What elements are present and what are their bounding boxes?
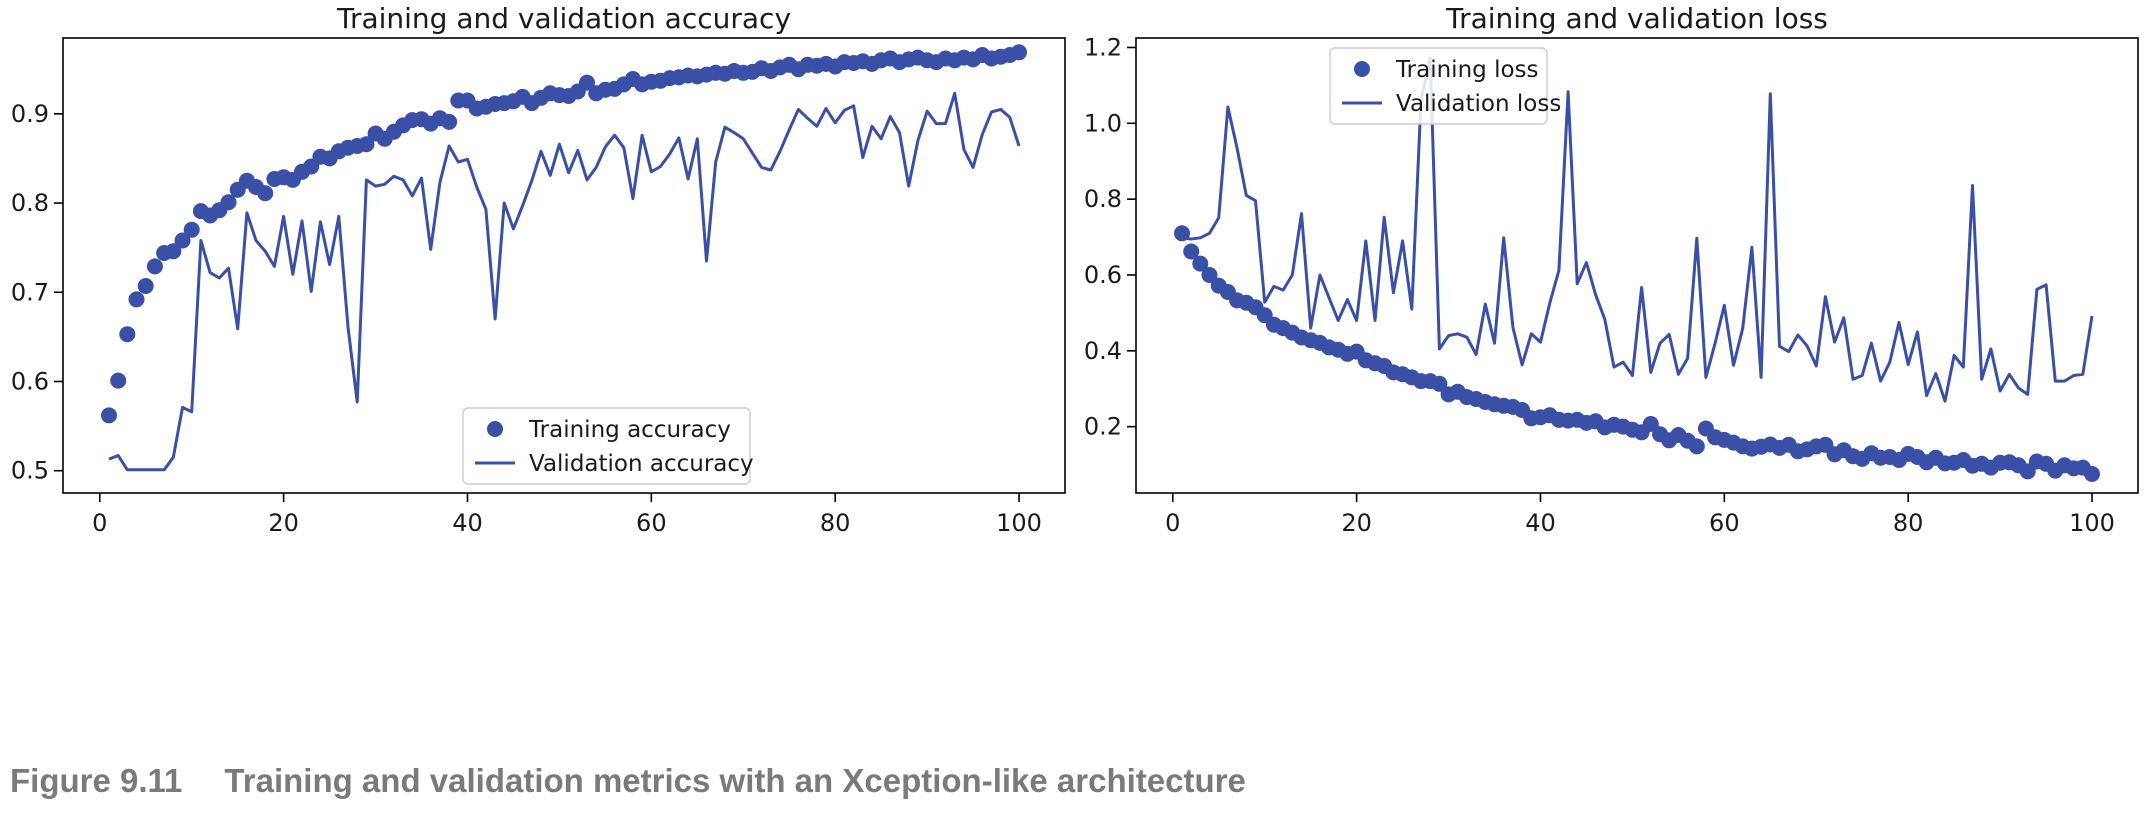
x-tick-label: 40 (452, 509, 483, 537)
data-point (1201, 267, 1218, 283)
figure-caption: Figure 9.11 Training and validation metri… (10, 762, 1246, 800)
data-point (1688, 438, 1705, 455)
y-tick-label: 0.8 (11, 189, 49, 217)
y-tick-label: 0.4 (1084, 337, 1122, 365)
legend-marker-swatch (1354, 61, 1370, 77)
data-point (110, 372, 127, 389)
data-point (1011, 44, 1027, 61)
x-tick-label: 60 (1709, 509, 1740, 537)
y-tick-label: 0.7 (11, 278, 49, 306)
y-tick-label: 0.8 (1084, 185, 1122, 213)
y-tick-label: 1.0 (1084, 109, 1122, 137)
legend-label: Validation accuracy (529, 451, 754, 477)
accuracy-chart: Training and validation accuracy 0 20 40 60 8… (11, 2, 1066, 537)
data-point (1183, 243, 1200, 260)
x-tick-label: 20 (1341, 509, 1372, 537)
y-tick-label: 0.6 (1084, 261, 1122, 289)
x-tick-label: 80 (820, 509, 851, 537)
data-point (119, 326, 136, 343)
data-point (101, 407, 117, 424)
x-tick-label: 20 (268, 509, 299, 537)
data-point (183, 221, 200, 238)
legend-box (1329, 47, 1548, 125)
x-tick-label: 100 (2069, 509, 2115, 537)
data-point (165, 243, 182, 260)
legend-label: Validation loss (1396, 91, 1561, 117)
y-tick-label: 0.9 (11, 100, 49, 128)
legend-box (462, 407, 751, 485)
plot-frame (62, 37, 1066, 494)
data-point (579, 74, 595, 91)
series-line-1 (1181, 56, 2094, 403)
legend-label: Training loss (1395, 57, 1539, 83)
data-point (1192, 255, 1209, 272)
x-tick-label: 60 (636, 509, 667, 537)
y-tick-label: 0.2 (1084, 413, 1122, 441)
loss-chart: Training and validation loss 0 20 40 60 80 100… (1084, 2, 2139, 537)
y-tick-label: 0.5 (11, 457, 49, 485)
legend-label: Training accuracy (528, 417, 731, 443)
x-tick-label: 0 (1165, 509, 1180, 537)
legend-marker-swatch (487, 421, 503, 437)
data-point (1642, 416, 1659, 432)
x-tick-label: 0 (92, 509, 107, 537)
x-tick-label: 80 (1893, 509, 1924, 537)
y-tick-label: 1.2 (1084, 33, 1122, 61)
data-point (1431, 375, 1448, 392)
x-tick-label: 100 (996, 509, 1042, 537)
data-point (220, 194, 237, 211)
y-tick-label: 0.6 (11, 367, 49, 395)
data-point (128, 291, 145, 308)
figure-label: Figure 9.11 (10, 762, 183, 799)
x-tick-label: 40 (1525, 509, 1556, 537)
data-point (441, 113, 458, 130)
plot-frame (1135, 37, 2139, 494)
chart-title: Training and validation accuracy (336, 2, 791, 35)
data-point (257, 185, 274, 202)
data-point (146, 258, 163, 275)
series-line-1 (108, 91, 1021, 472)
data-point (174, 232, 191, 249)
data-point (2084, 466, 2100, 482)
chart-title: Training and validation loss (1445, 2, 1828, 35)
data-point (358, 136, 375, 153)
figure-title: Training and validation metrics with an … (224, 762, 1246, 799)
data-point (137, 278, 154, 294)
